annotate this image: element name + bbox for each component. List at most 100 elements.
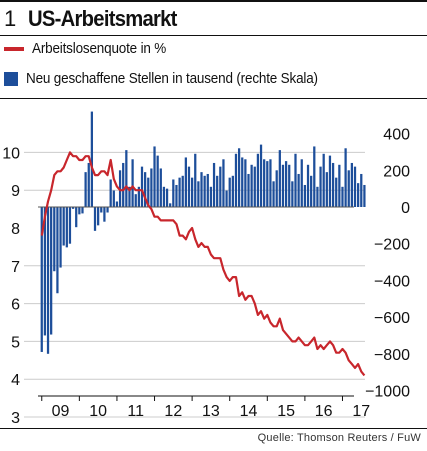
bar	[156, 155, 159, 207]
bar	[269, 159, 272, 207]
bar	[159, 168, 162, 207]
bar	[350, 162, 354, 207]
left-axis-tick-label: 7	[11, 259, 20, 276]
bar	[169, 203, 172, 207]
bar	[53, 207, 56, 272]
right-axis-tick-label: −800	[374, 347, 410, 364]
bar	[357, 183, 360, 207]
bar	[175, 184, 178, 207]
bar	[319, 166, 322, 207]
bar	[125, 150, 128, 207]
bar	[62, 207, 65, 246]
bar	[294, 153, 297, 207]
bar	[259, 144, 263, 207]
bar	[90, 111, 94, 207]
bar	[363, 184, 366, 207]
x-axis-tick-label: 12	[164, 403, 182, 420]
legend-bar-label: Neu geschaffene Stellen in tausend (rech…	[26, 70, 318, 87]
bar	[84, 172, 87, 207]
bar	[335, 177, 338, 207]
x-axis-tick-label: 09	[52, 403, 70, 420]
bar	[162, 186, 166, 207]
bar	[306, 164, 310, 207]
bar	[112, 190, 115, 207]
bar	[97, 207, 100, 226]
bar	[194, 153, 197, 207]
bar	[122, 162, 125, 207]
bar	[103, 207, 106, 222]
legend-rule	[0, 98, 427, 99]
bar	[75, 207, 78, 228]
chart-title: US-Arbeitsmarkt	[27, 6, 177, 31]
right-axis-tick-label: −400	[374, 273, 410, 290]
bar	[172, 179, 175, 207]
bar	[87, 162, 90, 207]
bar	[46, 207, 50, 354]
chart-header: 1 US-Arbeitsmarkt	[4, 6, 189, 32]
bar	[331, 162, 335, 207]
bar	[71, 207, 75, 209]
bar	[40, 207, 43, 352]
chart-number: 1	[4, 6, 16, 31]
bar	[263, 159, 266, 207]
bar	[275, 170, 278, 207]
bar	[200, 172, 203, 207]
bar	[81, 207, 84, 214]
bar	[78, 207, 81, 215]
bar	[50, 207, 53, 335]
bar	[212, 162, 216, 207]
bar	[206, 173, 209, 207]
bar	[325, 172, 328, 207]
bar	[137, 186, 140, 207]
bar	[147, 177, 150, 207]
x-axis-tick-label: 17	[352, 403, 370, 420]
right-axis-tick-label: −200	[374, 237, 410, 254]
bar	[316, 186, 319, 207]
bar	[150, 168, 153, 207]
left-axis-tick-label: 3	[11, 410, 20, 426]
bar	[140, 166, 144, 207]
bar	[347, 170, 350, 207]
legend-line-label: Arbeitslosenquote in %	[32, 40, 167, 57]
right-axis-tick-label: 0	[401, 200, 410, 217]
unemployment-line	[40, 151, 366, 377]
legend-line-swatch	[4, 46, 24, 51]
x-axis-tick-label: 14	[240, 403, 258, 420]
x-axis-tick-label: 11	[127, 403, 144, 420]
bar	[190, 177, 194, 207]
bar	[250, 164, 253, 207]
left-axis-tick-label: 5	[11, 334, 20, 351]
bar	[209, 186, 213, 207]
bar	[231, 175, 234, 207]
bar	[241, 157, 244, 207]
legend-bar-swatch	[4, 71, 18, 86]
bar	[247, 173, 250, 207]
bar	[353, 166, 357, 207]
bar	[203, 175, 206, 207]
bar	[181, 175, 184, 207]
right-axis-tick-label: −600	[374, 310, 410, 327]
right-axis-tick-label: 400	[383, 127, 410, 144]
bar	[109, 179, 112, 207]
bar	[291, 181, 294, 207]
bar	[131, 159, 134, 207]
bar	[284, 161, 288, 207]
bar	[237, 148, 241, 207]
x-axis-tick-label: 15	[277, 403, 295, 420]
bar	[43, 207, 47, 336]
bar	[253, 166, 256, 207]
bar	[344, 148, 347, 207]
bar	[56, 207, 59, 294]
bar	[310, 175, 313, 207]
bar	[341, 186, 344, 207]
bar	[178, 177, 181, 207]
right-axis-tick-label: 200	[383, 163, 410, 180]
bar	[59, 207, 62, 268]
bar	[225, 190, 228, 207]
bar	[134, 194, 137, 207]
right-axis-tick-label: −1000	[365, 384, 410, 401]
bottom-rule	[0, 428, 427, 429]
bar	[256, 153, 260, 207]
bar	[115, 201, 119, 207]
legend-item-unemployment: Arbeitslosenquote in %	[4, 40, 181, 57]
